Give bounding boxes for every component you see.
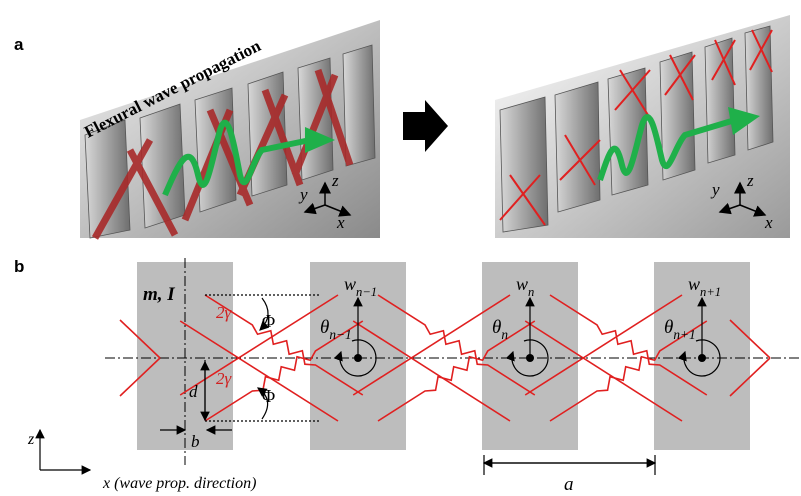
axis-label: y	[298, 185, 308, 204]
theta-label-subscript: n+1	[673, 327, 695, 342]
panel-label: a	[14, 35, 24, 54]
w-label-subscript: n	[528, 285, 534, 299]
arrow	[403, 100, 448, 152]
dim-label: b	[191, 432, 200, 451]
axis-label: z	[27, 431, 35, 448]
angle-label: 2γ	[216, 303, 233, 322]
theta-label-symbol: θ	[320, 317, 329, 338]
figure: a Flexural wave propagation z y x	[0, 0, 801, 496]
axis-label: x	[764, 213, 773, 232]
dim-label: a	[564, 474, 574, 495]
w-label-symbol: w	[516, 274, 528, 294]
panel-label: b	[14, 257, 24, 276]
theta-label-subscript: n	[501, 327, 508, 342]
w-label-symbol: w	[688, 274, 700, 294]
w-label-subscript: n−1	[356, 285, 377, 299]
dim-label: d	[189, 382, 198, 401]
w-label-symbol: w	[344, 274, 356, 294]
angle-label: Φ	[262, 311, 275, 331]
right-render: z y x	[495, 15, 790, 238]
axis-label: z	[746, 171, 754, 190]
theta-label-symbol: θ	[492, 317, 501, 338]
mass-label: m, I	[143, 284, 175, 305]
theta-label-subscript: n−1	[329, 327, 351, 342]
w-label-subscript: n+1	[700, 285, 721, 299]
angle-label: 2γ	[216, 369, 233, 388]
axis-label: y	[710, 180, 720, 199]
angle-label: Φ	[262, 386, 275, 406]
left-render: Flexural wave propagation z y x	[80, 20, 380, 238]
theta-label-symbol: θ	[664, 317, 673, 338]
axis-label: z	[331, 171, 339, 190]
axis-label: x (wave prop. direction)	[102, 475, 256, 492]
axis-label: x	[336, 213, 345, 232]
